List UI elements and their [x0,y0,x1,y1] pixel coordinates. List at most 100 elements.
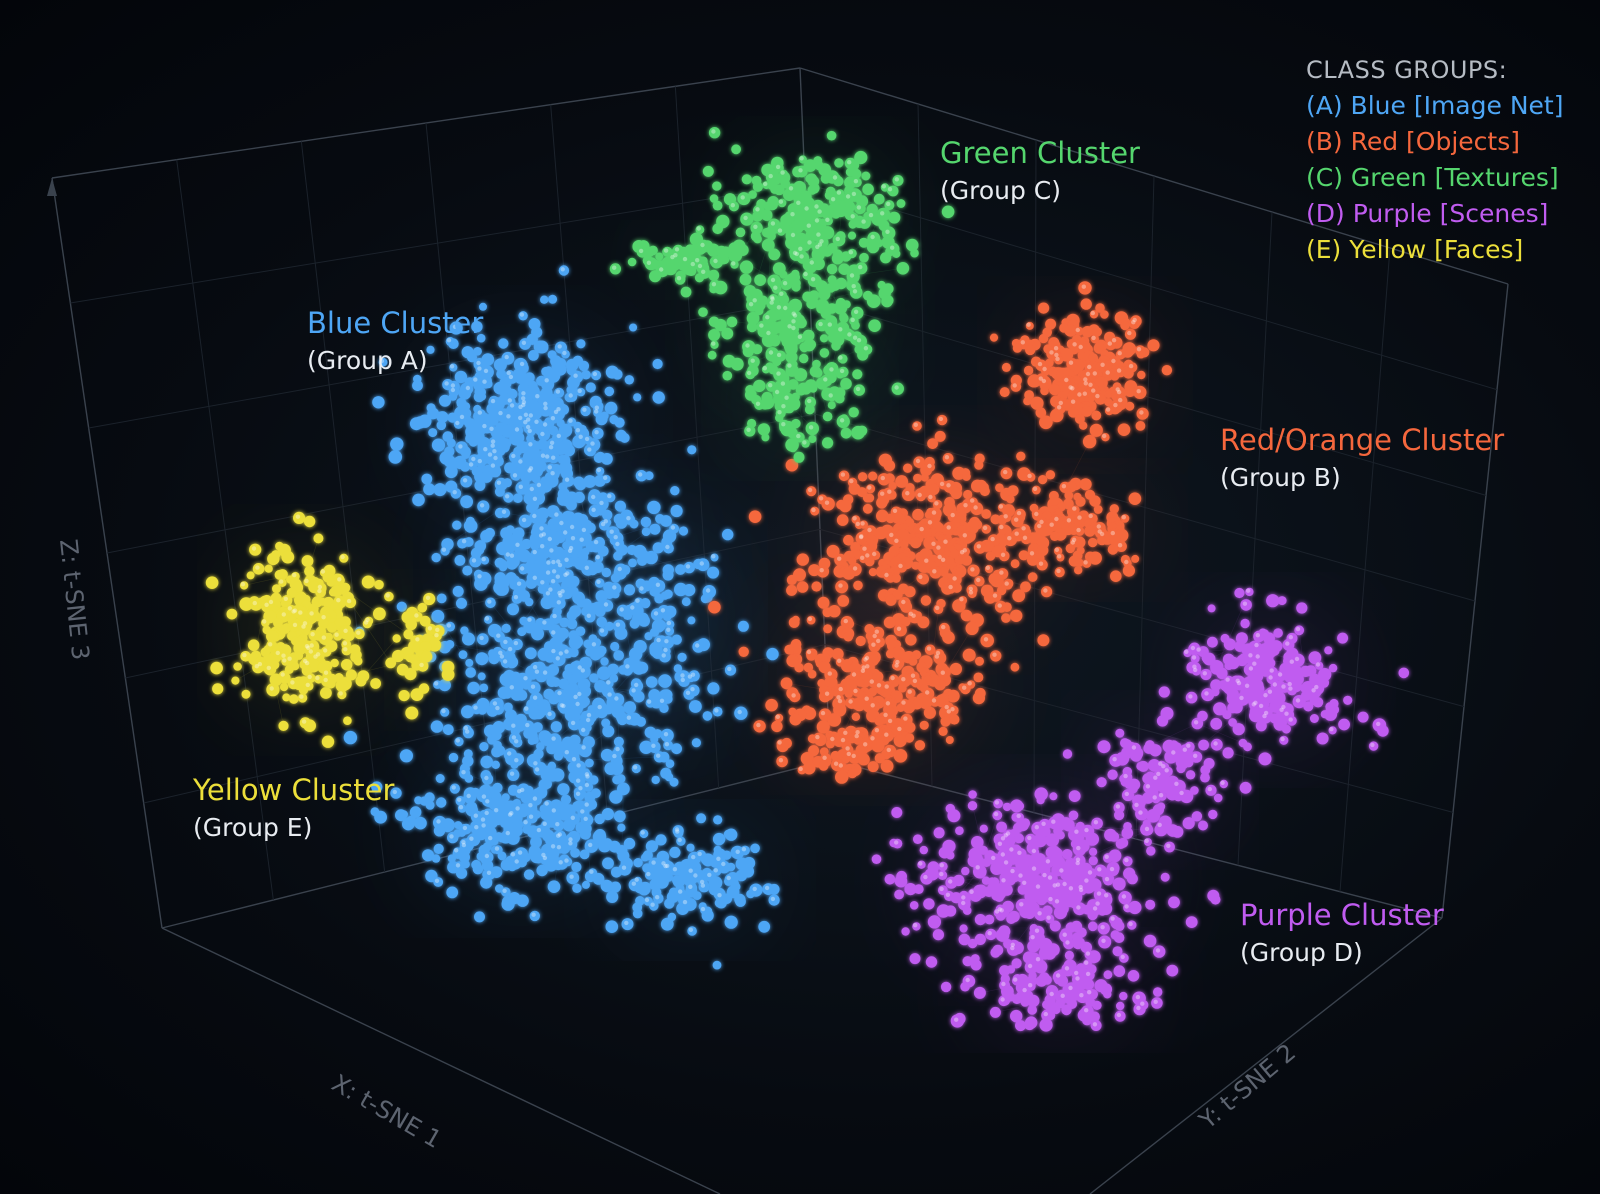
point-highlight [555,574,560,579]
point-highlight [685,564,691,569]
data-point-purple [994,892,1004,902]
point-highlight [976,577,981,583]
data-point-green [866,240,880,254]
data-point-red-orange [1075,558,1084,567]
point-highlight [480,817,486,822]
data-point-blue [597,545,609,557]
point-highlight [894,177,899,182]
data-point-red-orange [843,631,854,642]
point-highlight [476,360,481,366]
data-point-blue [712,960,722,970]
point-highlight [768,173,773,179]
point-highlight [502,888,507,893]
point-highlight [570,815,575,820]
data-point-blue [601,567,612,578]
point-highlight [477,458,482,464]
data-point-red-orange [838,470,850,482]
data-point-blue [479,302,487,311]
point-highlight [549,548,554,553]
data-point-blue [758,920,771,933]
point-highlight [825,217,830,222]
data-point-blue [448,392,458,401]
data-point-green [819,334,829,343]
point-highlight [1102,433,1107,439]
data-point-green [686,266,697,276]
point-highlight [660,608,666,613]
data-point-green [840,251,852,262]
data-point-purple [1357,711,1369,723]
data-point-blue [671,743,682,755]
data-point-purple [1191,717,1204,730]
data-point-green [831,252,844,265]
data-point-blue [456,597,467,609]
point-highlight [564,649,569,654]
point-highlight [992,652,997,657]
data-point-blue [509,451,520,463]
data-point-red-orange [877,473,891,486]
point-highlight [532,513,537,519]
data-point-red-orange [967,564,980,577]
point-highlight [936,545,941,550]
point-highlight [859,534,864,539]
point-highlight [872,633,877,639]
point-highlight [581,727,586,733]
data-point-red-orange [1115,349,1126,360]
data-point-purple [962,906,972,915]
point-highlight [1043,588,1048,593]
data-point-red-orange [893,662,902,671]
point-highlight [488,835,493,841]
point-highlight [860,555,865,560]
data-point-red-orange [885,513,896,524]
data-point-blue [587,564,598,576]
point-highlight [1038,376,1044,381]
data-point-green [772,357,782,367]
point-highlight [816,232,821,237]
data-point-green [854,150,868,165]
point-highlight [778,199,784,204]
data-point-red-orange [950,487,963,500]
point-highlight [863,742,868,747]
data-point-red-orange [1038,475,1048,485]
data-point-red-orange [900,616,911,627]
point-highlight [575,791,581,796]
data-point-green [742,346,754,358]
point-highlight [768,350,774,355]
point-highlight [905,491,910,496]
data-point-blue [768,894,780,906]
point-highlight [1096,524,1102,529]
data-point-blue [609,790,623,804]
data-point-blue [735,896,746,907]
data-point-green [748,356,760,368]
point-highlight [577,665,582,670]
point-highlight [520,787,525,793]
data-point-blue [567,674,578,686]
data-point-green [873,193,885,205]
point-highlight [514,427,520,432]
data-point-blue [482,773,494,785]
data-point-green [849,160,860,171]
neighbor-edge [363,638,397,677]
data-point-blue [412,380,423,391]
point-highlight [1004,581,1009,586]
data-point-purple [1294,625,1305,636]
data-point-green [910,248,919,258]
data-point-red-orange [1109,504,1120,514]
data-point-blue [495,585,506,596]
data-point-purple [1200,772,1210,783]
point-highlight [791,325,796,331]
point-highlight [884,732,889,737]
point-highlight [508,374,514,380]
data-point-blue [554,771,563,780]
point-highlight [1072,506,1077,511]
point-highlight [612,753,617,759]
point-highlight [450,383,456,388]
data-point-blue [458,650,468,659]
data-point-blue [613,736,624,747]
data-point-blue [611,866,622,878]
data-point-red-orange [1122,564,1135,577]
data-point-green [858,237,869,248]
data-point-blue [653,893,664,904]
point-highlight [695,258,700,263]
point-highlight [806,223,811,228]
point-highlight [701,269,706,274]
